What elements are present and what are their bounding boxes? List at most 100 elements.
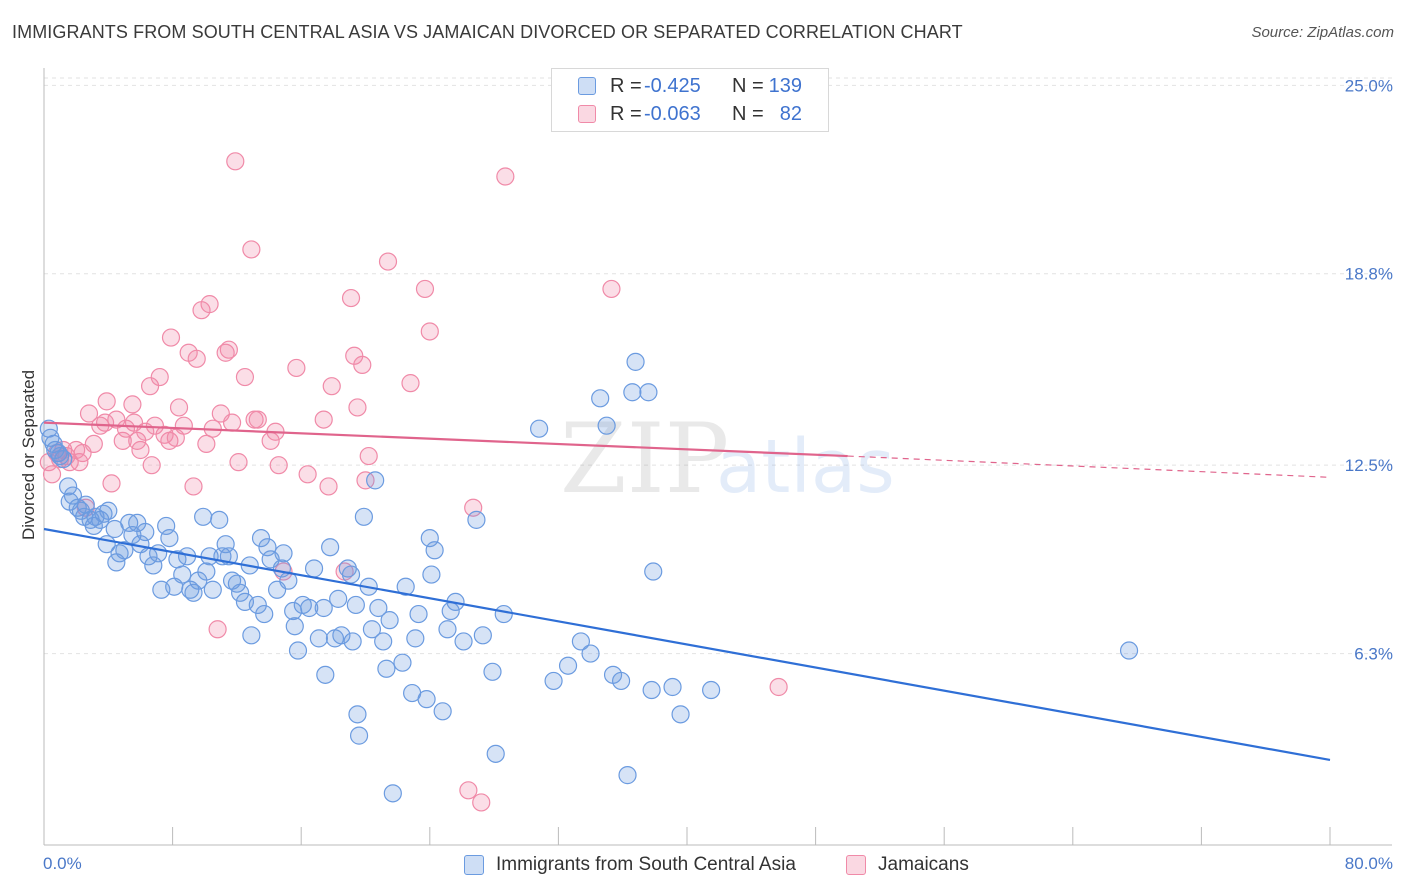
point-south-central-asia [248, 595, 267, 615]
point-jamaicans [197, 434, 216, 454]
trend-line-jamaicans-extension [847, 455, 1331, 478]
trend-line-south-central-asia [43, 527, 1331, 762]
point-south-central-asia [321, 538, 340, 557]
point-south-central-asia [494, 604, 513, 624]
point-jamaicans [208, 620, 227, 639]
point-south-central-asia [242, 626, 261, 645]
point-south-central-asia [341, 565, 361, 584]
point-south-central-asia [300, 598, 319, 618]
point-jamaicans [140, 377, 160, 396]
series-south-central-asia-points [39, 352, 1139, 803]
point-south-central-asia [203, 580, 222, 599]
point-jamaicans [314, 410, 333, 429]
point-south-central-asia [50, 446, 70, 466]
legend-swatch-series2 [578, 105, 596, 123]
point-jamaicans [602, 279, 621, 299]
point-south-central-asia [343, 632, 362, 651]
point-jamaicans [150, 367, 169, 387]
point-south-central-asia [49, 443, 68, 463]
point-south-central-asia [288, 641, 308, 660]
point-south-central-asia [591, 389, 610, 408]
point-south-central-asia [433, 702, 452, 721]
point-jamaicans [84, 434, 103, 454]
point-south-central-asia [329, 589, 348, 608]
point-south-central-asia [362, 620, 382, 639]
point-jamaicans [415, 279, 435, 299]
point-jamaicans [142, 456, 161, 475]
point-jamaicans [353, 355, 372, 374]
point-jamaicans [174, 416, 193, 435]
point-jamaicans [169, 398, 189, 417]
legend-n-label: N = [732, 102, 764, 125]
y-axis-label: Divorced or Separated [19, 370, 38, 540]
point-south-central-asia [422, 565, 441, 584]
point-south-central-asia [530, 419, 549, 438]
point-south-central-asia [231, 583, 250, 602]
point-south-central-asia [663, 677, 682, 697]
point-south-central-asia [486, 744, 505, 763]
point-south-central-asia [197, 562, 216, 581]
point-jamaicans [242, 240, 261, 259]
watermark: ZIP atlas [560, 403, 895, 515]
bottom-legend-label-series2: Jamaicans [878, 854, 969, 875]
legend-r-label: R = [610, 74, 642, 97]
point-jamaicans [235, 367, 255, 387]
legend-n-value: 139 [768, 74, 802, 97]
point-jamaicans [298, 465, 317, 484]
point-south-central-asia [304, 559, 324, 578]
point-south-central-asia [454, 632, 473, 651]
point-south-central-asia [59, 477, 78, 496]
point-south-central-asia [380, 611, 399, 630]
point-south-central-asia [274, 544, 293, 563]
source-label: Source: ZipAtlas.com [1251, 24, 1394, 41]
point-south-central-asia [417, 690, 436, 709]
trend-line-jamaicans [43, 421, 848, 458]
point-south-central-asia [597, 416, 616, 435]
point-south-central-asia [346, 595, 365, 615]
point-jamaicans [769, 677, 788, 697]
point-jamaicans [123, 395, 142, 414]
point-south-central-asia [558, 656, 578, 675]
bottom-legend-swatch-series1 [464, 855, 484, 875]
legend-r-value: -0.063 [644, 102, 701, 125]
bottom-legend-series2: Jamaicans [846, 852, 969, 878]
point-south-central-asia [438, 620, 457, 639]
point-jamaicans [269, 456, 288, 475]
point-jamaicans [161, 328, 181, 347]
point-jamaicans [187, 349, 206, 368]
point-south-central-asia [374, 632, 393, 651]
point-jamaicans [222, 413, 242, 432]
point-south-central-asia [316, 665, 335, 684]
point-south-central-asia [1119, 641, 1139, 660]
point-south-central-asia [406, 629, 425, 648]
point-jamaicans [496, 167, 515, 186]
point-jamaicans [359, 446, 378, 466]
point-jamaicans [401, 374, 420, 393]
chart-title: IMMIGRANTS FROM SOUTH CENTRAL ASIA VS JA… [12, 22, 963, 42]
bottom-legend-label-series1: Immigrants from South Central Asia [496, 854, 796, 875]
legend-r-value: -0.425 [644, 74, 701, 97]
y-tick-label: 12.5% [1345, 456, 1393, 475]
point-jamaicans [155, 425, 174, 444]
point-jamaicans [348, 398, 367, 417]
point-jamaicans [79, 404, 99, 423]
point-south-central-asia [544, 671, 563, 691]
legend-r-label: R = [610, 102, 642, 125]
point-jamaicans [341, 288, 361, 308]
point-jamaicans [95, 413, 115, 432]
point-south-central-asia [618, 766, 637, 785]
point-jamaicans [472, 793, 491, 812]
point-jamaicans [97, 392, 116, 411]
point-south-central-asia [467, 510, 486, 529]
point-jamaicans [184, 477, 203, 496]
point-south-central-asia [314, 598, 333, 618]
legend-row-series2: R = -0.063 N = 82 [552, 100, 828, 128]
point-south-central-asia [473, 626, 492, 645]
point-south-central-asia [194, 507, 213, 526]
point-jamaicans [102, 474, 121, 493]
point-south-central-asia [285, 617, 304, 636]
axes [43, 68, 1392, 846]
y-tick-label: 18.8% [1345, 265, 1393, 284]
legend-n-value: 82 [779, 102, 802, 125]
